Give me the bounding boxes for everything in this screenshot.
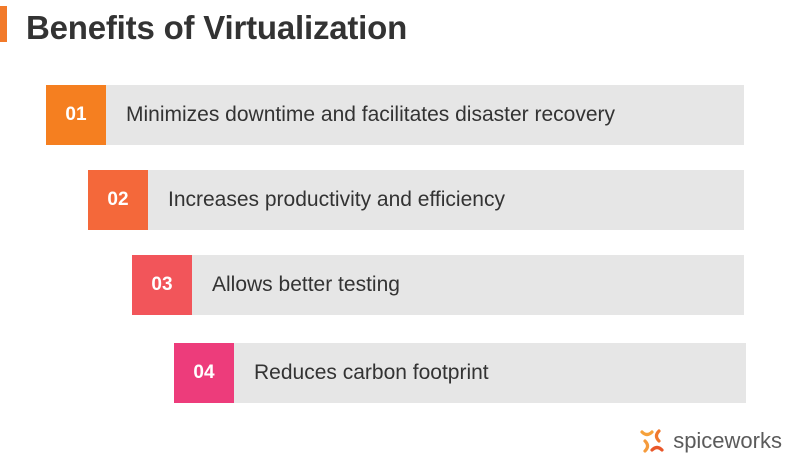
benefit-label: Allows better testing <box>212 273 400 296</box>
benefit-number-badge: 03 <box>132 255 192 315</box>
benefit-number-badge: 01 <box>46 85 106 145</box>
benefit-label: Minimizes downtime and facilitates disas… <box>126 103 616 126</box>
brand-logo: spiceworks <box>637 426 782 456</box>
benefit-bar: Minimizes downtime and facilitates disas… <box>106 85 744 145</box>
benefit-number-badge: 04 <box>174 343 234 403</box>
benefit-label: Increases productivity and efficiency <box>168 188 505 211</box>
benefit-item-1: 01 Minimizes downtime and facilitates di… <box>46 85 744 145</box>
benefit-number-badge: 02 <box>88 170 148 230</box>
spiceworks-logo-icon <box>640 429 664 453</box>
benefit-bar: Reduces carbon footprint <box>234 343 746 403</box>
brand-name: spiceworks <box>673 428 782 453</box>
benefit-bar: Increases productivity and efficiency <box>148 170 744 230</box>
benefit-bar: Allows better testing <box>192 255 744 315</box>
benefit-item-2: 02 Increases productivity and efficiency <box>88 170 744 230</box>
page-title: Benefits of Virtualization <box>26 9 408 46</box>
benefit-item-4: 04 Reduces carbon footprint <box>174 343 746 403</box>
title-accent-bar <box>0 6 7 42</box>
benefit-label: Reduces carbon footprint <box>254 361 489 384</box>
benefit-item-3: 03 Allows better testing <box>132 255 744 315</box>
